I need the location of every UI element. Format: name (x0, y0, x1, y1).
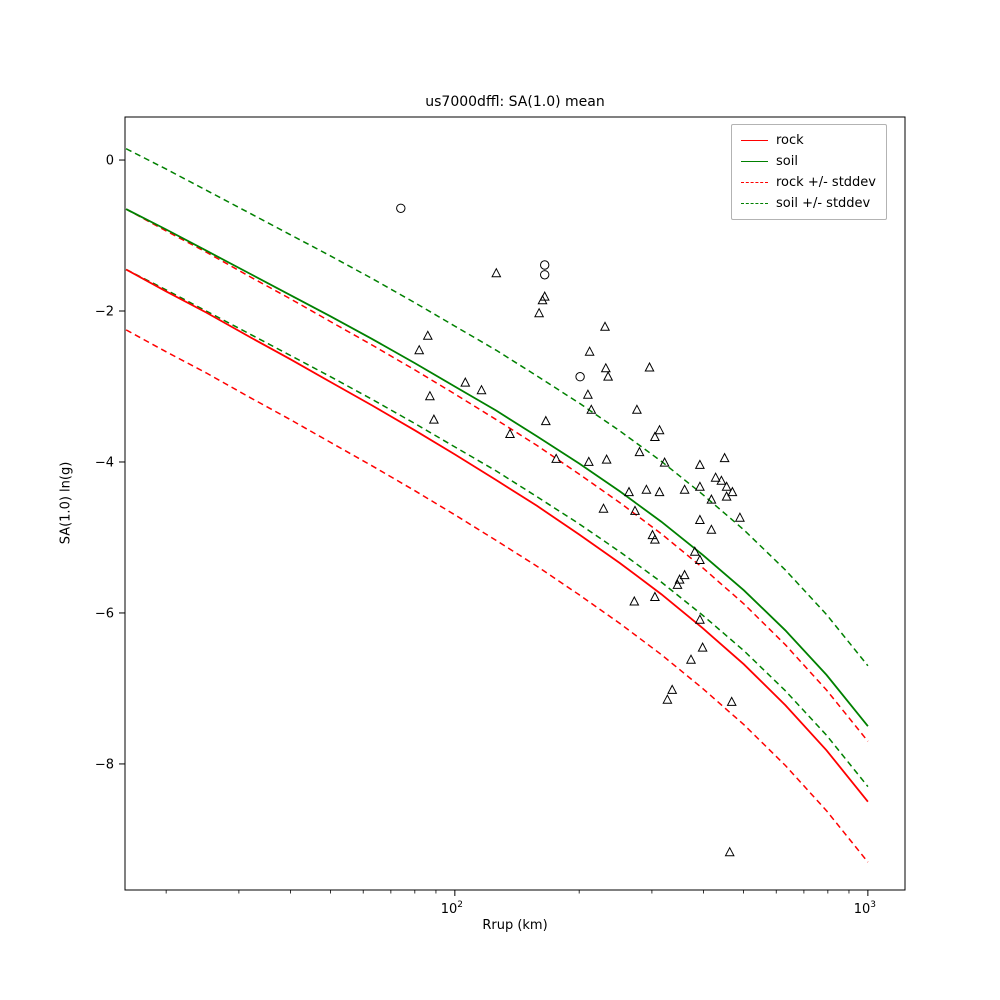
triangle-marker (734, 512, 745, 522)
triangle-marker (706, 524, 717, 534)
triangle-marker (719, 452, 730, 463)
legend-item-soil: soil (741, 151, 876, 172)
circle-marker (540, 260, 550, 270)
triangle-marker (721, 481, 732, 491)
rock-mean-curve (125, 268, 869, 803)
triangle-marker (424, 390, 435, 401)
triangle-marker (647, 529, 658, 540)
triangle-marker (694, 554, 705, 564)
rock-plus-stddev-curve (125, 208, 869, 742)
triangle-marker (654, 486, 665, 497)
triangle-marker (422, 330, 433, 340)
triangle-marker (706, 494, 717, 504)
y-tick-label: −2 (95, 305, 114, 320)
triangle-marker (504, 428, 516, 438)
triangle-marker (649, 534, 660, 544)
triangle-marker (634, 446, 645, 457)
legend: rock soil rock +/- stddev soil +/- stdde… (731, 124, 887, 220)
triangle-marker (689, 546, 700, 556)
triangle-marker (641, 484, 652, 494)
soil-plus-stddev-curve (125, 148, 869, 667)
rock-line-sample (741, 140, 768, 141)
triangle-marker (539, 291, 550, 301)
triangle-marker (721, 491, 732, 501)
triangle-marker (659, 457, 670, 467)
y-tick-label: −6 (95, 606, 114, 621)
triangle-marker (551, 453, 562, 463)
triangle-marker (726, 696, 737, 706)
triangle-marker (629, 505, 641, 515)
triangle-marker (540, 415, 551, 426)
triangle-marker (694, 459, 705, 469)
triangle-marker (586, 404, 597, 414)
soil-stddev-line-sample (741, 203, 768, 204)
triangle-marker (534, 307, 545, 318)
triangle-marker (583, 456, 594, 466)
triangle-marker (667, 684, 678, 694)
triangle-marker (600, 362, 611, 373)
triangle-marker (654, 424, 665, 435)
triangle-marker (644, 361, 655, 372)
triangle-marker (476, 384, 487, 395)
triangle-marker (414, 344, 425, 355)
triangle-marker (727, 486, 738, 497)
x-tick-label: 102 (441, 900, 463, 917)
chart-title: us7000dffl: SA(1.0) mean (425, 94, 605, 110)
x-tick-label: 103 (854, 900, 876, 917)
rock-stddev-line-sample (741, 182, 768, 183)
circle-marker (575, 372, 585, 382)
legend-label-soil: soil (776, 154, 798, 169)
triangle-marker (629, 595, 640, 606)
triangle-marker (428, 414, 439, 424)
legend-label-rock: rock (776, 133, 804, 148)
triangle-marker (694, 514, 705, 524)
x-axis-label: Rrup (km) (482, 918, 548, 933)
triangle-marker (491, 267, 502, 278)
triangle-marker (582, 389, 593, 399)
triangle-marker (679, 569, 690, 580)
soil-mean-curve (125, 208, 869, 727)
triangle-marker (674, 574, 685, 584)
circle-marker (540, 270, 550, 280)
triangle-marker (631, 404, 642, 414)
y-tick-label: −4 (95, 455, 114, 470)
legend-label-soil-stddev: soil +/- stddev (776, 196, 871, 211)
legend-label-rock-stddev: rock +/- stddev (776, 175, 876, 190)
triangle-marker (716, 475, 727, 485)
soil-line-sample (741, 161, 768, 162)
legend-item-rock-stddev: rock +/- stddev (741, 172, 876, 193)
y-tick-label: −8 (95, 757, 114, 772)
triangle-marker (649, 431, 660, 441)
triangle-marker (724, 846, 735, 857)
triangle-marker (694, 614, 705, 624)
triangle-marker (685, 654, 697, 664)
triangle-marker (623, 486, 635, 497)
triangle-marker (672, 579, 683, 589)
triangle-marker (603, 371, 614, 381)
triangle-marker (679, 484, 690, 494)
triangle-marker (662, 694, 673, 704)
triangle-marker (601, 454, 612, 464)
legend-item-rock: rock (741, 130, 876, 151)
triangle-marker (649, 591, 660, 601)
rock-minus-stddev-curve (125, 329, 869, 863)
triangle-marker (598, 503, 609, 513)
circle-marker (396, 203, 406, 214)
triangle-marker (537, 294, 548, 305)
triangle-marker (460, 377, 471, 387)
triangle-marker (694, 481, 705, 491)
triangle-marker (710, 472, 721, 482)
triangle-marker (599, 321, 611, 331)
y-tick-label: 0 (106, 154, 114, 169)
legend-item-soil-stddev: soil +/- stddev (741, 193, 876, 214)
triangle-marker (584, 346, 595, 356)
axes-frame (124, 116, 906, 891)
soil-minus-stddev-curve (125, 268, 869, 788)
triangle-marker (697, 642, 708, 652)
